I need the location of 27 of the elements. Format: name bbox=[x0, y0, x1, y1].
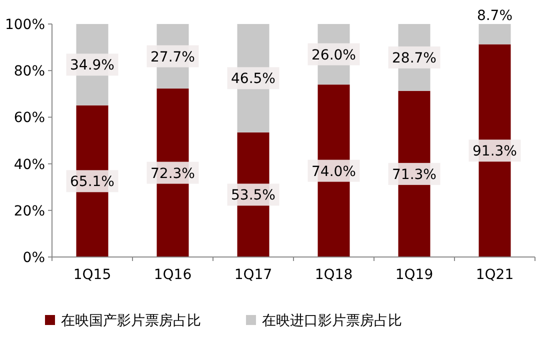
x-tick-label: 1Q15 bbox=[73, 267, 112, 283]
x-tick-label: 1Q18 bbox=[314, 267, 353, 283]
y-tick-label: 100% bbox=[4, 17, 45, 33]
data-label: 72.3% bbox=[150, 166, 195, 182]
legend-label: 在映国产影片票房占比 bbox=[61, 313, 201, 329]
y-tick-label: 60% bbox=[14, 110, 45, 126]
x-tick-label: 1Q21 bbox=[476, 267, 514, 283]
data-label: 27.7% bbox=[150, 49, 195, 66]
legend-label: 在映进口影片票房占比 bbox=[262, 313, 402, 329]
y-tick-label: 20% bbox=[14, 203, 45, 220]
data-label: 71.3% bbox=[392, 166, 436, 183]
bar bbox=[478, 24, 511, 44]
x-tick-label: 1Q16 bbox=[154, 267, 192, 283]
data-label: 91.3% bbox=[472, 144, 517, 160]
x-tick-label: 1Q17 bbox=[234, 267, 272, 283]
data-label: 28.7% bbox=[392, 50, 436, 66]
y-tick-label: 80% bbox=[14, 64, 45, 80]
y-tick-label: 40% bbox=[14, 156, 45, 173]
data-label: 53.5% bbox=[231, 188, 276, 204]
x-tick-label: 1Q19 bbox=[395, 267, 434, 283]
data-label: 34.9% bbox=[70, 58, 114, 74]
data-label: 46.5% bbox=[231, 71, 276, 88]
data-label: 74.0% bbox=[312, 164, 356, 180]
data-label: 8.7% bbox=[476, 8, 513, 24]
y-tick-label: 0% bbox=[22, 250, 45, 266]
data-label: 65.1% bbox=[70, 174, 114, 190]
data-label: 26.0% bbox=[312, 47, 356, 64]
